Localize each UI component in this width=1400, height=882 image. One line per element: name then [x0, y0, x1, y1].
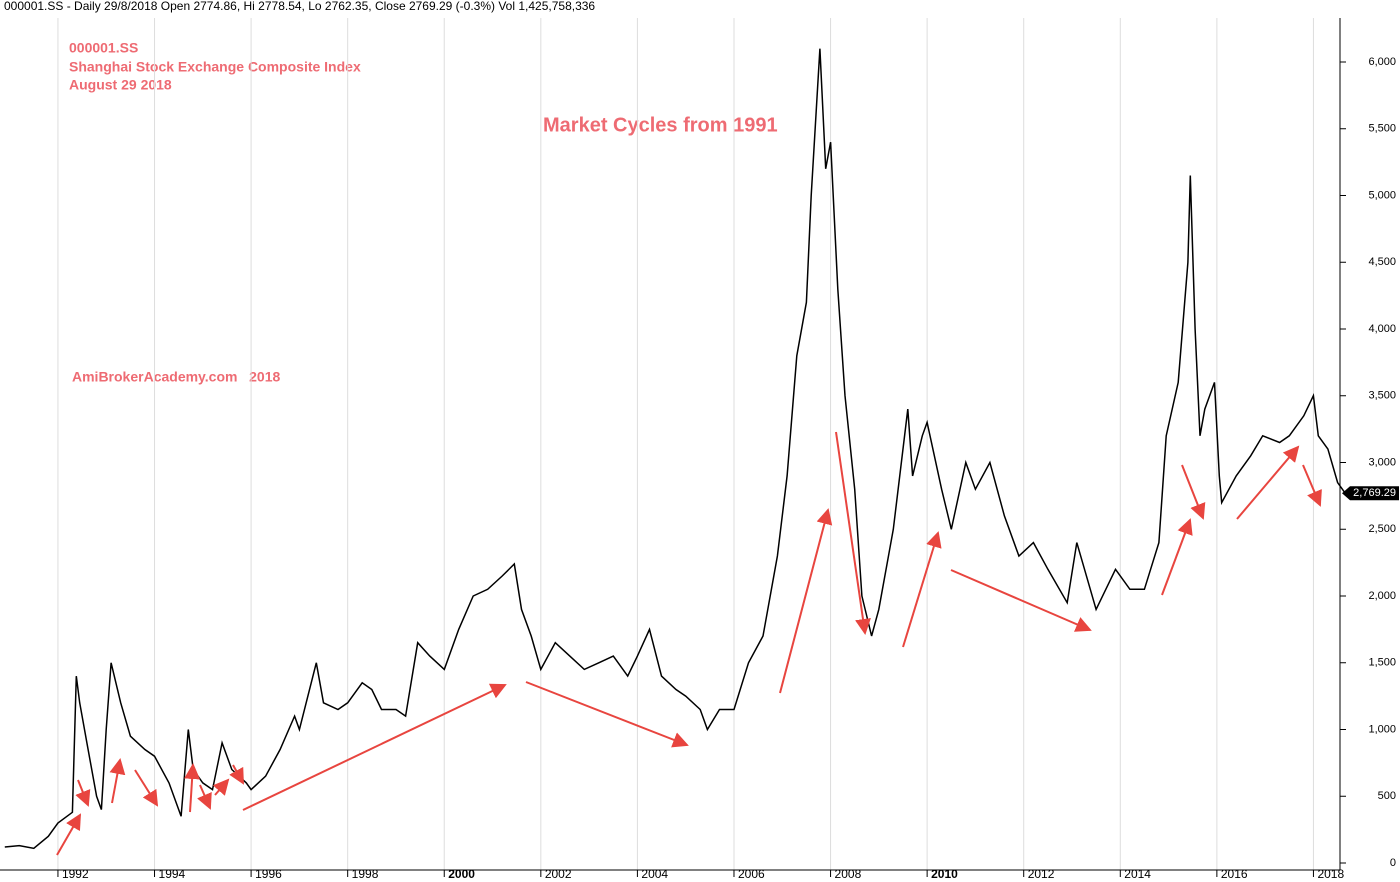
y-tick-label: 1,000: [1368, 723, 1396, 735]
annotation: Shanghai Stock Exchange Composite Index: [69, 59, 361, 75]
y-tick-label: 5,000: [1368, 189, 1396, 201]
x-tick-label: 2010: [931, 867, 958, 881]
y-tick-label: 4,500: [1368, 256, 1396, 268]
y-tick-label: 6,000: [1368, 56, 1396, 68]
x-tick-label: 1998: [352, 867, 379, 881]
x-tick-label: 2014: [1124, 867, 1151, 881]
arrows: [56, 431, 1322, 856]
y-tick-label: 4,000: [1368, 323, 1396, 335]
x-tick-label: 2018: [1317, 867, 1344, 881]
y-tick-label: 3,000: [1368, 456, 1396, 468]
y-tick-label: 500: [1378, 790, 1396, 802]
y-tick-label: 2,000: [1368, 590, 1396, 602]
x-tick-label: 1996: [255, 867, 282, 881]
x-tick-label: 2008: [835, 867, 862, 881]
chart-title: Market Cycles from 1991: [543, 114, 778, 136]
y-tick-label: 3,500: [1368, 390, 1396, 402]
annotation: 000001.SS: [69, 40, 138, 56]
annotation: AmiBrokerAcademy.com 2018: [72, 369, 280, 385]
x-tick-label: 2000: [448, 867, 475, 881]
x-tick-label: 2004: [641, 867, 668, 881]
x-tick-label: 2012: [1028, 867, 1055, 881]
x-tick-label: 1992: [62, 867, 89, 881]
header: 000001.SS - Daily 29/8/2018 Open 2774.86…: [4, 0, 595, 13]
x-tick-label: 2006: [738, 867, 765, 881]
x-tick-label: 2016: [1221, 867, 1248, 881]
last-value-label: 2,769.29: [1353, 487, 1396, 499]
y-tick-label: 2,500: [1368, 523, 1396, 535]
last-value-box: [1342, 486, 1399, 501]
x-tick-label: 1994: [159, 867, 186, 881]
y-tick-label: 1,500: [1368, 657, 1396, 669]
price-line: [4, 48, 1346, 850]
y-tick-label: 5,500: [1368, 123, 1396, 135]
y-tick-label: 0: [1390, 857, 1396, 869]
x-tick-label: 2002: [545, 867, 572, 881]
annotation: August 29 2018: [69, 77, 172, 93]
